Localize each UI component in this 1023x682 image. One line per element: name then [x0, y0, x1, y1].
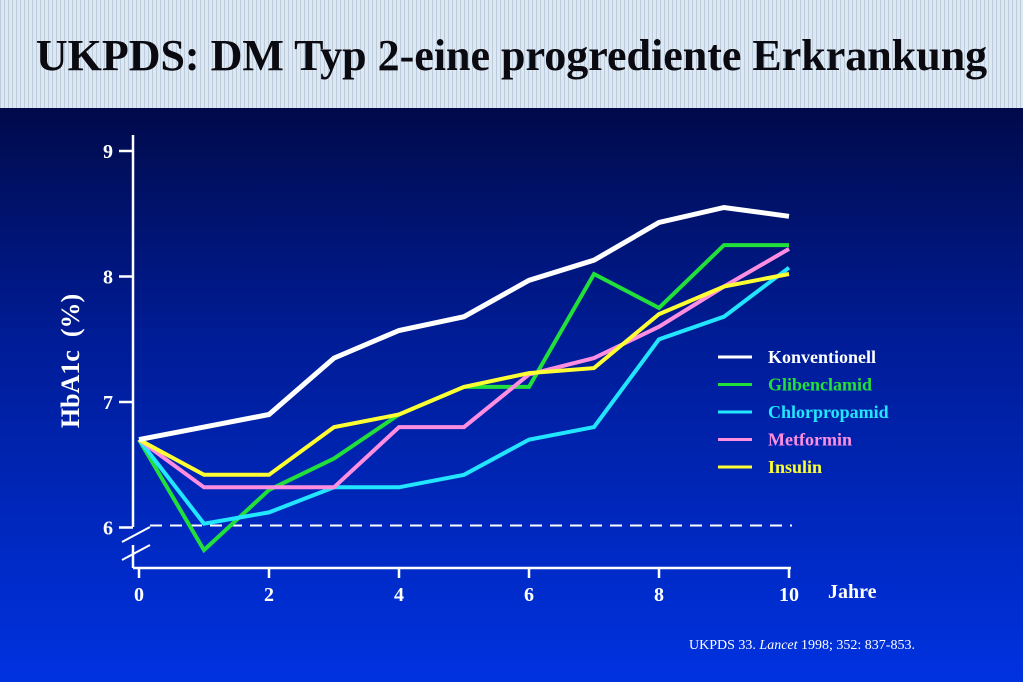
series-line-metformin [137, 247, 791, 490]
y-tick-label: 7 [103, 392, 113, 414]
source-journal: Lancet [759, 638, 798, 653]
axis-break-mark [121, 526, 151, 543]
x-tick-label: 4 [394, 584, 404, 606]
legend-label: Insulin [768, 457, 822, 477]
x-tick-label: 10 [779, 584, 799, 606]
slide-title: UKPDS: DM Typ 2-eine progrediente Erkran… [35, 31, 988, 80]
source-citation: UKPDS 33. Lancet 1998; 352: 837-853. [689, 638, 915, 654]
legend-label: Metformin [768, 430, 852, 450]
source-suffix: 1998; 352: 837-853. [797, 638, 915, 653]
series-line-chlorpropamid [137, 266, 791, 526]
y-tick-label: 6 [103, 518, 113, 540]
x-tick-label: 6 [524, 584, 534, 606]
series-line-konventionell [138, 204, 790, 443]
legend-label: Chlorpropamid [768, 402, 889, 422]
x-tick-label: 2 [264, 584, 274, 606]
chart-panel [0, 108, 1023, 682]
x-tick-label: 8 [654, 584, 664, 606]
y-tick-label: 8 [103, 267, 113, 289]
series-line-glibenclamid [137, 243, 789, 554]
axis-break-mark [121, 544, 151, 561]
y-axis-title: HbA1c (%) [56, 294, 85, 428]
legend-label: Konventionell [768, 347, 876, 367]
series-line-insulin [138, 272, 790, 477]
y-tick-label: 9 [103, 141, 113, 163]
legend-label: Glibenclamid [768, 375, 872, 395]
x-tick-label: 0 [134, 584, 144, 606]
title-bar: UKPDS: DM Typ 2-eine progrediente Erkran… [0, 0, 1023, 108]
source-prefix: UKPDS 33. [689, 638, 760, 653]
x-axis-title: Jahre [828, 581, 877, 603]
